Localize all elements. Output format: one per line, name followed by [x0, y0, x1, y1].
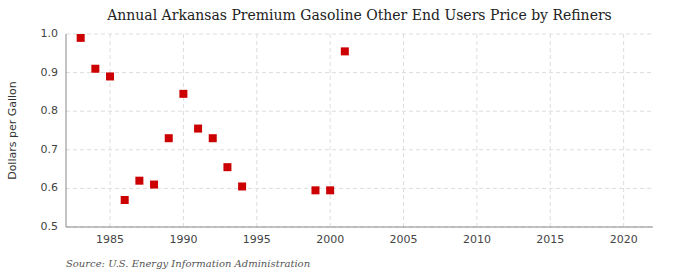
y-tick-label: 1.0 — [41, 27, 59, 40]
point — [150, 181, 158, 189]
x-tick-label: 2010 — [463, 233, 491, 246]
x-grid-line — [623, 34, 624, 227]
y-grid-line — [66, 72, 653, 73]
x-grid-line — [256, 34, 257, 227]
point — [238, 182, 246, 190]
point — [91, 65, 99, 73]
y-grid-line — [66, 149, 653, 150]
x-tick-label: 1995 — [243, 233, 271, 246]
x-tick-label: 2015 — [536, 233, 564, 246]
grid — [66, 34, 653, 227]
y-grid-line — [66, 34, 653, 35]
point — [179, 90, 187, 98]
point — [135, 177, 143, 185]
x-grid-line — [110, 34, 111, 227]
x-grid-line — [550, 34, 551, 227]
point — [77, 34, 85, 42]
y-tick-label: 0.9 — [41, 66, 59, 79]
x-tick-label: 2005 — [390, 233, 418, 246]
x-grid-line — [476, 34, 477, 227]
y-tick-label: 0.5 — [41, 220, 59, 233]
chart: 0.5 0.6 0.7 0.8 0.9 1.0 1985 1990 1995 2000 2005 20… — [0, 0, 675, 275]
x-grid-line — [330, 34, 331, 227]
point — [209, 134, 217, 142]
point — [106, 72, 114, 80]
point — [194, 125, 202, 133]
y-axis-line — [66, 34, 67, 227]
y-axis-label: Dollars per Gallon — [6, 81, 19, 180]
point — [326, 186, 334, 194]
point — [341, 47, 349, 55]
x-tick-label: 2000 — [316, 233, 344, 246]
title: Annual Arkansas Premium Gasoline Other E… — [106, 7, 612, 23]
points — [77, 34, 349, 204]
y-tick-label: 0.6 — [41, 181, 59, 194]
y-grid-line — [66, 227, 653, 228]
point — [165, 134, 173, 142]
x-tick-label: 2020 — [610, 233, 638, 246]
x-grid-line — [183, 34, 184, 227]
x-tick-label: 1985 — [96, 233, 124, 246]
y-tick-label: 0.7 — [41, 143, 59, 156]
y-tick-label: 0.8 — [41, 104, 59, 117]
point — [223, 163, 231, 171]
x-tick-label: 1990 — [169, 233, 197, 246]
y-grid-line — [66, 111, 653, 112]
x-grid-line — [403, 34, 404, 227]
point — [121, 196, 129, 204]
source-note: Source: U.S. Energy Information Administ… — [66, 258, 310, 269]
point — [311, 186, 319, 194]
x-axis-line — [66, 227, 653, 228]
